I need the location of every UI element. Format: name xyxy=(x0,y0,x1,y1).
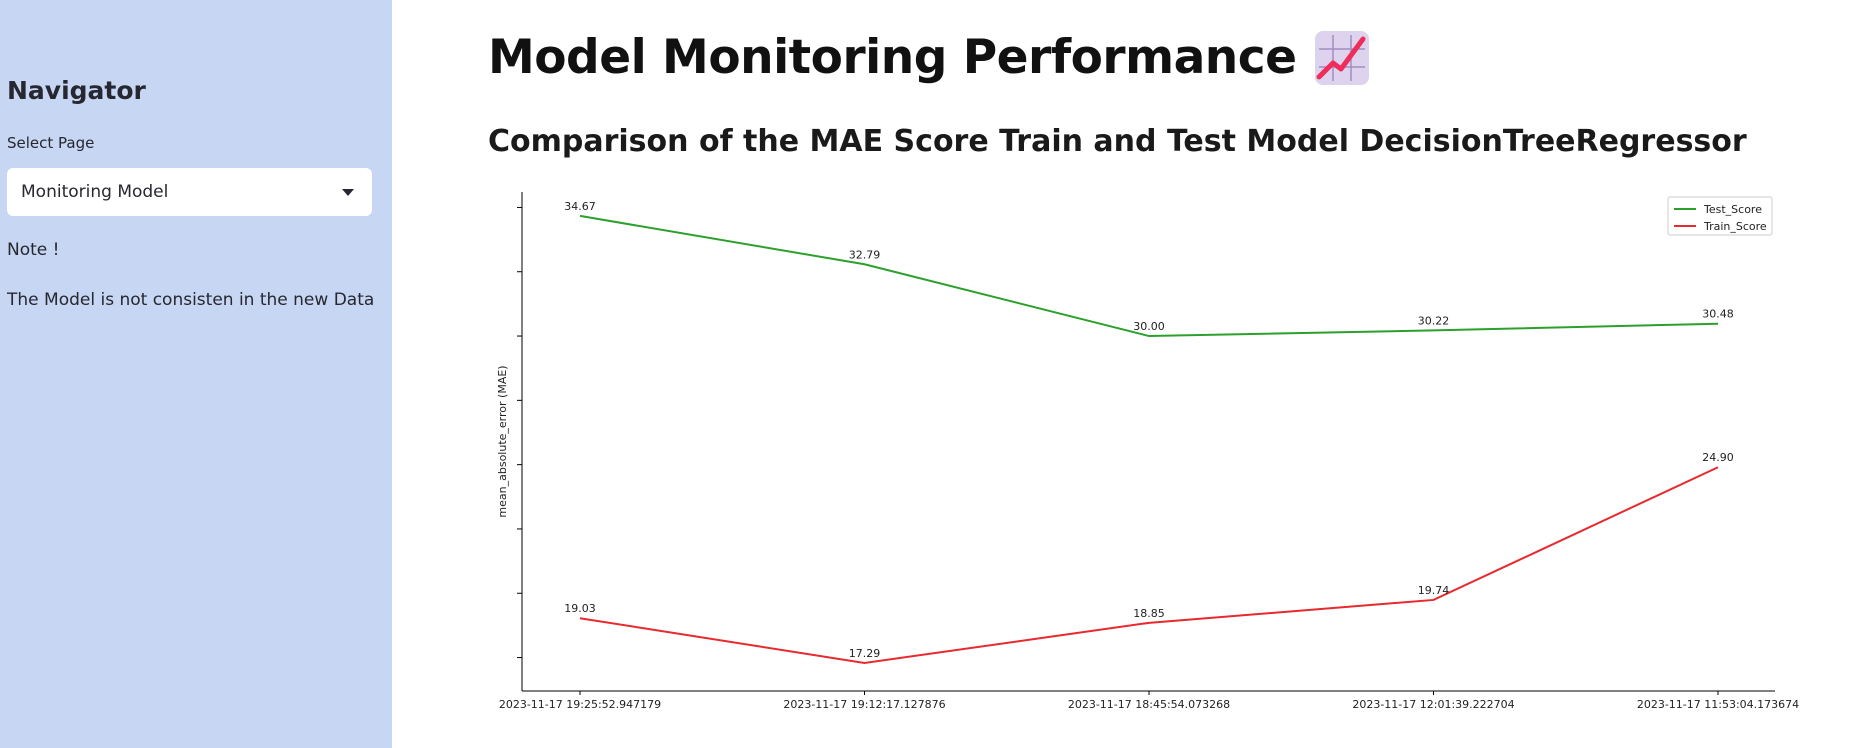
note-text: The Model is not consisten in the new Da… xyxy=(7,290,375,310)
chart-subtitle: Comparison of the MAE Score Train and Te… xyxy=(488,124,1747,159)
x-tick-label: 2023-11-17 19:12:17.127876 xyxy=(783,698,945,711)
x-tick-label: 2023-11-17 12:01:39.222704 xyxy=(1352,698,1514,711)
select-page-label: Select Page xyxy=(7,134,95,152)
main-content: Model Monitoring Performance Comparison … xyxy=(392,0,1876,748)
data-label: 34.67 xyxy=(564,200,596,213)
page-select-value: Monitoring Model xyxy=(21,182,169,202)
legend-entry: Test_Score xyxy=(1703,203,1762,216)
series-line-train_score xyxy=(579,466,1719,664)
data-label: 18.85 xyxy=(1133,607,1165,620)
mae-line-chart: 2023-11-17 19:25:52.947179 2023-11-17 19:… xyxy=(496,192,1799,711)
sidebar: Navigator Select Page Monitoring Model N… xyxy=(0,0,392,748)
x-tick-label: 2023-11-17 11:53:04.173674 xyxy=(1637,698,1799,711)
page-title: Model Monitoring Performance xyxy=(488,30,1369,85)
page-select-dropdown[interactable]: Monitoring Model xyxy=(7,168,372,216)
y-axis-label: mean_absolute_error (MAE) xyxy=(496,365,509,517)
legend-entry: Train_Score xyxy=(1703,220,1767,233)
chevron-down-icon[interactable] xyxy=(342,188,354,196)
note-title: Note ! xyxy=(7,240,60,260)
data-label: 32.79 xyxy=(849,248,881,261)
page-title-text: Model Monitoring Performance xyxy=(488,30,1297,85)
chart-area: 2023-11-17 19:25:52.947179 2023-11-17 19:… xyxy=(480,180,1830,720)
x-tick-label: 2023-11-17 19:25:52.947179 xyxy=(499,698,661,711)
sidebar-title: Navigator xyxy=(7,76,146,105)
data-label: 17.29 xyxy=(849,647,881,660)
data-label: 30.48 xyxy=(1702,308,1734,321)
data-label: 30.22 xyxy=(1418,314,1450,327)
data-label: 19.03 xyxy=(564,602,596,615)
data-label: 30.00 xyxy=(1133,320,1165,333)
series-line-test_score xyxy=(579,214,1719,338)
data-label: 19.74 xyxy=(1418,584,1450,597)
data-label: 24.90 xyxy=(1702,451,1734,464)
x-tick-label: 2023-11-17 18:45:54.073268 xyxy=(1068,698,1230,711)
chart-increasing-icon xyxy=(1314,30,1369,85)
